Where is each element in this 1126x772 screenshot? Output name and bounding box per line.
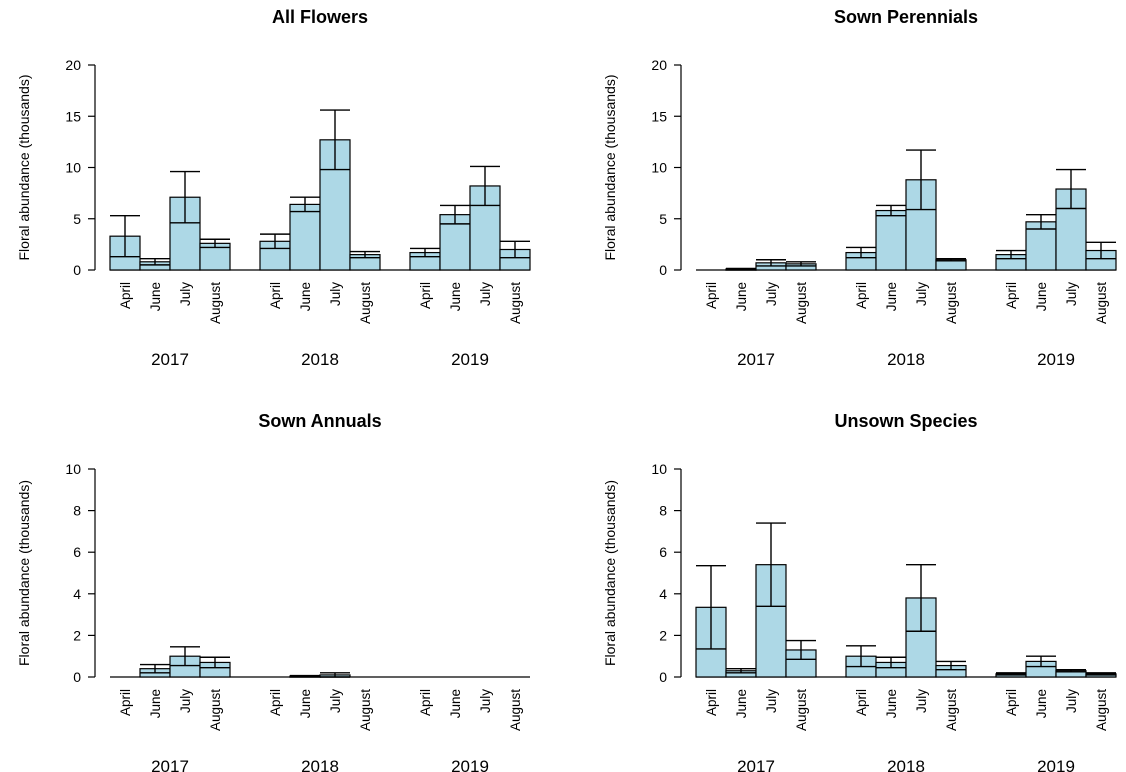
x-tick-label: August bbox=[794, 689, 809, 731]
y-axis-label: Floral abundance (thousands) bbox=[602, 74, 618, 260]
x-tick-label: August bbox=[358, 689, 373, 731]
x-tick-label: July bbox=[764, 282, 779, 306]
x-tick-label: August bbox=[208, 689, 223, 731]
x-tick-label: July bbox=[914, 282, 929, 306]
x-group-label: 2017 bbox=[151, 350, 189, 369]
y-tick-label: 10 bbox=[651, 160, 667, 176]
x-tick-label: June bbox=[148, 689, 163, 718]
x-tick-label: April bbox=[418, 282, 433, 309]
y-tick-label: 4 bbox=[659, 586, 667, 602]
x-tick-label: July bbox=[1064, 689, 1079, 713]
x-tick-label: July bbox=[764, 689, 779, 713]
x-tick-label: July bbox=[178, 282, 193, 306]
y-tick-label: 8 bbox=[659, 503, 667, 519]
x-tick-label: June bbox=[148, 282, 163, 311]
x-tick-label: July bbox=[328, 282, 343, 306]
chart-title: Sown Annuals bbox=[258, 411, 381, 431]
y-tick-label: 0 bbox=[73, 262, 81, 278]
y-tick-label: 0 bbox=[73, 669, 81, 685]
x-tick-label: July bbox=[328, 689, 343, 713]
x-group-label: 2017 bbox=[737, 350, 775, 369]
x-group-label: 2018 bbox=[887, 757, 925, 772]
x-tick-label: April bbox=[418, 689, 433, 716]
x-tick-label: June bbox=[298, 689, 313, 718]
x-tick-label: April bbox=[704, 689, 719, 716]
y-tick-label: 15 bbox=[651, 108, 667, 124]
x-group-label: 2018 bbox=[301, 757, 339, 772]
x-tick-label: April bbox=[118, 689, 133, 716]
x-tick-label: June bbox=[1034, 282, 1049, 311]
x-tick-label: April bbox=[268, 689, 283, 716]
y-tick-label: 2 bbox=[659, 627, 667, 643]
panel-all-flowers: All Flowers Floral abundance (thousands) 0… bbox=[16, 7, 531, 369]
panel-sown-perennials: Sown Perennials Floral abundance (thousan… bbox=[602, 7, 1117, 369]
x-tick-label: June bbox=[884, 282, 899, 311]
y-axis-label: Floral abundance (thousands) bbox=[16, 74, 32, 260]
chart-title: Unsown Species bbox=[834, 411, 977, 431]
y-tick-label: 20 bbox=[651, 57, 667, 73]
x-tick-label: April bbox=[704, 282, 719, 309]
y-tick-label: 5 bbox=[659, 211, 667, 227]
bar-2018-june bbox=[289, 203, 321, 271]
x-tick-label: August bbox=[358, 282, 373, 324]
x-tick-label: July bbox=[914, 689, 929, 713]
chart-title: All Flowers bbox=[272, 7, 368, 27]
bar-2019-june bbox=[1025, 221, 1057, 271]
x-group-label: 2018 bbox=[301, 350, 339, 369]
x-tick-label: August bbox=[794, 282, 809, 324]
x-tick-label: August bbox=[208, 282, 223, 324]
y-tick-label: 6 bbox=[659, 544, 667, 560]
x-tick-label: June bbox=[298, 282, 313, 311]
x-tick-label: August bbox=[508, 689, 523, 731]
y-tick-label: 10 bbox=[65, 461, 81, 477]
y-tick-label: 20 bbox=[65, 57, 81, 73]
x-tick-label: June bbox=[734, 689, 749, 718]
chart-title: Sown Perennials bbox=[834, 7, 978, 27]
bar-2018-june bbox=[875, 209, 907, 271]
x-group-label: 2019 bbox=[451, 350, 489, 369]
x-group-label: 2019 bbox=[1037, 757, 1075, 772]
x-group-label: 2019 bbox=[451, 757, 489, 772]
x-tick-label: April bbox=[854, 689, 869, 716]
y-tick-label: 10 bbox=[65, 160, 81, 176]
y-tick-label: 15 bbox=[65, 108, 81, 124]
x-tick-label: August bbox=[508, 282, 523, 324]
x-tick-label: April bbox=[118, 282, 133, 309]
x-tick-label: June bbox=[448, 689, 463, 718]
y-axis-label: Floral abundance (thousands) bbox=[16, 480, 32, 666]
y-tick-label: 10 bbox=[651, 461, 667, 477]
x-tick-label: April bbox=[854, 282, 869, 309]
y-tick-label: 0 bbox=[659, 262, 667, 278]
x-group-label: 2017 bbox=[737, 757, 775, 772]
x-tick-label: August bbox=[1094, 282, 1109, 324]
y-tick-label: 2 bbox=[73, 627, 81, 643]
y-tick-label: 6 bbox=[73, 544, 81, 560]
y-tick-label: 0 bbox=[659, 669, 667, 685]
x-tick-label: April bbox=[1004, 689, 1019, 716]
x-tick-label: July bbox=[478, 689, 493, 713]
x-tick-label: July bbox=[1064, 282, 1079, 306]
x-tick-label: July bbox=[178, 689, 193, 713]
x-tick-label: August bbox=[944, 689, 959, 731]
x-tick-label: August bbox=[1094, 689, 1109, 731]
x-tick-label: June bbox=[884, 689, 899, 718]
y-tick-label: 5 bbox=[73, 211, 81, 227]
y-tick-label: 4 bbox=[73, 586, 81, 602]
x-tick-label: April bbox=[268, 282, 283, 309]
x-tick-label: April bbox=[1004, 282, 1019, 309]
x-tick-label: June bbox=[448, 282, 463, 311]
y-axis-label: Floral abundance (thousands) bbox=[602, 480, 618, 666]
x-group-label: 2018 bbox=[887, 350, 925, 369]
x-group-label: 2017 bbox=[151, 757, 189, 772]
panel-sown-annuals: Sown Annuals Floral abundance (thousands)… bbox=[16, 411, 530, 772]
panel-unsown-species: Unsown Species Floral abundance (thousand… bbox=[602, 411, 1117, 772]
x-tick-label: August bbox=[944, 282, 959, 324]
x-tick-label: June bbox=[1034, 689, 1049, 718]
x-group-label: 2019 bbox=[1037, 350, 1075, 369]
y-tick-label: 8 bbox=[73, 503, 81, 519]
x-tick-label: June bbox=[734, 282, 749, 311]
x-tick-label: July bbox=[478, 282, 493, 306]
